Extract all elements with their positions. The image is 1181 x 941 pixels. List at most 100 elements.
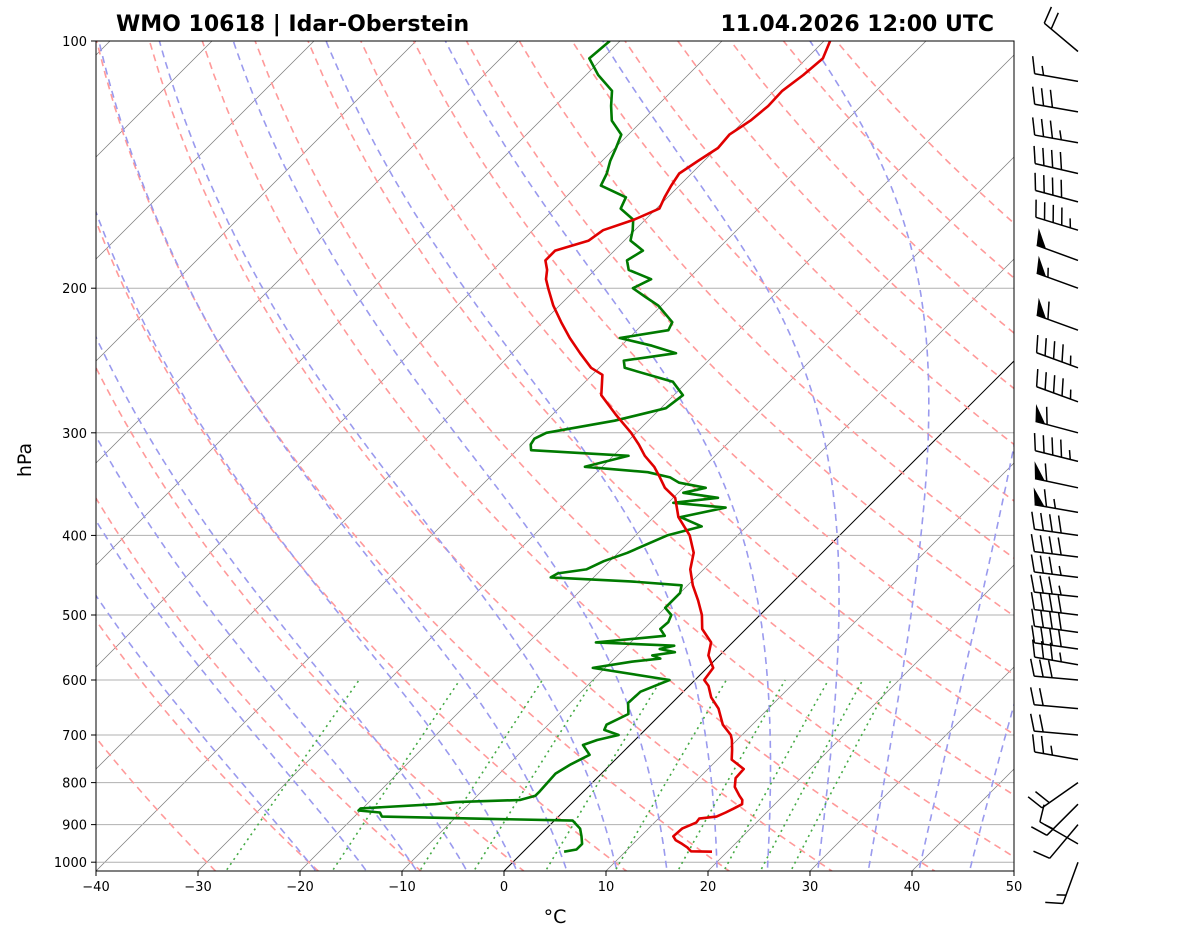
- y-tick-label: 600: [62, 674, 87, 689]
- wind-barb-flag: [1044, 372, 1047, 390]
- wind-barb-flag: [1033, 433, 1037, 451]
- wind-barb-staff: [1034, 162, 1079, 175]
- moist-adiabat-line: [918, 441, 1014, 871]
- wind-barb-flag: [1057, 537, 1062, 556]
- wind-barb-pennant: [1036, 228, 1047, 249]
- wind-barb-halfflag: [1069, 389, 1072, 400]
- wind-barb-flag: [1030, 826, 1048, 836]
- wind-barb: [1029, 658, 1079, 681]
- wind-barb-flag: [1048, 576, 1053, 595]
- wind-barb-halfflag: [1058, 585, 1062, 596]
- y-tick-label: 800: [62, 777, 87, 792]
- wind-barb-flag: [1031, 117, 1036, 136]
- wind-barb-flag: [1060, 207, 1063, 226]
- wind-barb-flag: [1044, 338, 1047, 356]
- wind-barb: [1031, 86, 1079, 113]
- wind-barb-flag: [1048, 514, 1053, 532]
- wind-barb-flag: [1057, 595, 1062, 614]
- wind-barb-flag: [1049, 89, 1054, 108]
- dry-adiabat-line: [201, 41, 937, 871]
- wind-barb-staff: [1034, 656, 1079, 666]
- wind-barb: [1036, 255, 1079, 289]
- wind-barb-flag: [1038, 659, 1044, 678]
- zero-isotherm: [503, 360, 1014, 871]
- wind-barb-flag: [1042, 435, 1045, 453]
- wind-barb-staff: [1041, 781, 1079, 809]
- wind-barb-flag: [1033, 850, 1051, 859]
- x-tick-label: 30: [802, 880, 819, 895]
- chart-title-station: WMO 10618 | Idar-Oberstein: [116, 12, 469, 37]
- wind-barb-staff: [1035, 189, 1079, 203]
- wind-barb-flag: [1029, 687, 1035, 705]
- moist-adiabat-line: [96, 434, 418, 871]
- wind-barb-flag: [1038, 714, 1044, 733]
- dry-adiabat-line: [835, 41, 1014, 225]
- wind-barb-staff: [1035, 450, 1079, 463]
- wind-barb-halfflag: [1059, 652, 1063, 662]
- mixing-ratio-line: [759, 679, 864, 871]
- wind-barb-flag: [1030, 554, 1036, 573]
- y-tick-label: 200: [62, 282, 87, 297]
- wind-barb-flag: [1048, 556, 1053, 575]
- wind-barb-flag: [1057, 612, 1062, 631]
- moist-adiabat-line: [96, 519, 368, 871]
- wind-barb-halfflag: [1056, 894, 1067, 896]
- dry-adiabat-line: [96, 41, 731, 871]
- x-tick-label: 20: [700, 880, 717, 895]
- mixing-ratio-line: [614, 679, 728, 871]
- wind-barb: [1034, 461, 1079, 489]
- wind-barb: [1031, 511, 1079, 537]
- wind-barb: [1033, 487, 1079, 514]
- wind-barb-flag: [1030, 592, 1036, 610]
- isotherm-line: [401, 258, 1014, 871]
- dry-adiabat-line: [729, 41, 1014, 335]
- wind-barb-staff: [1034, 103, 1079, 113]
- wind-barb-flag: [1043, 6, 1053, 24]
- x-tick-label: 50: [1006, 880, 1023, 895]
- wind-barb-staff: [1034, 730, 1079, 736]
- wind-barb-staff: [1034, 73, 1079, 83]
- dry-adiabat-line: [96, 496, 423, 871]
- wind-barb-staff: [1036, 352, 1079, 369]
- wind-barb-staff: [1034, 625, 1079, 634]
- wind-barb-flag: [1048, 611, 1053, 629]
- wind-barb: [1035, 403, 1079, 434]
- mixing-ratio-line: [676, 679, 786, 871]
- wind-barb: [1034, 172, 1079, 203]
- wind-barb-flag: [1040, 118, 1045, 137]
- wind-barb-halfflag: [1053, 498, 1057, 509]
- y-tick-label: 700: [62, 729, 87, 744]
- wind-barb-flag: [1048, 594, 1053, 612]
- wind-barb: [1035, 335, 1079, 369]
- chart-title-datetime: 11.04.2026 12:00 UTC: [720, 12, 994, 37]
- wind-barb-staff: [1034, 751, 1079, 761]
- wind-barb-flag: [1047, 660, 1053, 678]
- isotherm-line: [605, 462, 1014, 871]
- wind-barb-flag: [1035, 791, 1050, 804]
- wind-barb-staff: [1034, 608, 1079, 616]
- wind-barb-staff: [1036, 272, 1079, 289]
- wind-barb-flag: [1031, 734, 1036, 753]
- wind-barb-flag: [1052, 204, 1055, 223]
- wind-barb-pennant: [1035, 403, 1046, 425]
- wind-barb-flag: [1045, 406, 1048, 425]
- wind-barb-flag: [1043, 175, 1045, 193]
- wind-barb-flag: [1027, 796, 1043, 809]
- mixing-ratio-line: [418, 679, 544, 871]
- isotherm-line: [299, 156, 1014, 871]
- x-tick-label: −20: [286, 880, 313, 895]
- dry-adiabat-line: [571, 41, 1014, 502]
- wind-barb-staff: [1034, 504, 1079, 514]
- wind-barb-staff: [1062, 861, 1079, 904]
- y-tick-label: 400: [62, 529, 87, 544]
- wind-barb: [1030, 574, 1079, 598]
- wind-barb-flag: [1033, 145, 1036, 164]
- wind-barb-flag: [1049, 120, 1054, 139]
- x-tick-label: −40: [82, 880, 109, 895]
- wind-barb-staff: [1034, 477, 1079, 489]
- wind-barb: [1029, 713, 1079, 736]
- wind-barb-flag: [1039, 593, 1045, 611]
- isotherm-line: [96, 41, 723, 668]
- wind-barb: [1027, 781, 1079, 809]
